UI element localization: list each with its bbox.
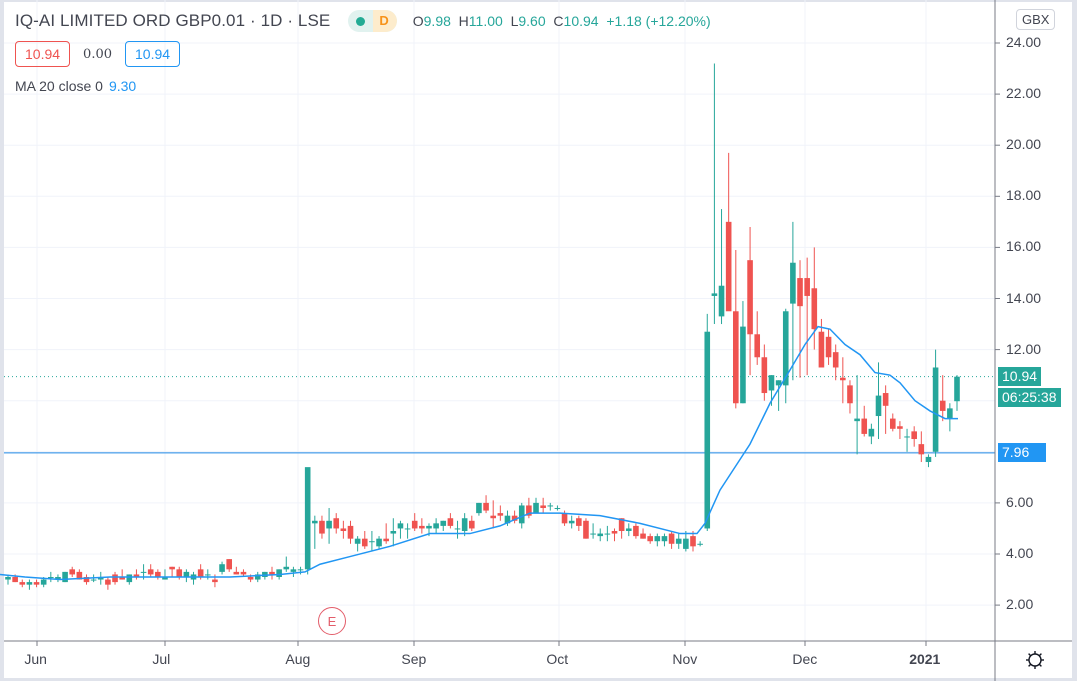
time-tick-label: Sep: [401, 651, 427, 667]
ma20-line[interactable]: [0, 325, 958, 581]
buy-button[interactable]: 10.94: [125, 41, 181, 67]
price-axis-ticks: [995, 42, 1000, 606]
time-tick-label: Jun: [24, 651, 47, 667]
ohlc-values: O9.98 H11.00 L9.60 C10.94 +1.18 (+12.20%…: [413, 13, 711, 29]
spread-value: 0.00: [83, 46, 112, 62]
time-tick-label: Oct: [546, 651, 569, 667]
high-label: H: [458, 13, 469, 29]
right-border: [1072, 0, 1077, 681]
open-label: O: [412, 13, 424, 29]
open-value: 9.98: [423, 13, 451, 29]
grid-lines: [4, 0, 995, 641]
price-tick-label: 24.00: [1006, 34, 1042, 50]
low-label: L: [510, 13, 519, 29]
price-tick-label: 16.00: [1006, 238, 1042, 255]
change-value: +1.18 (+12.20%): [606, 13, 711, 29]
price-tick-label: 12.00: [1006, 340, 1042, 357]
indicator-legend-ma[interactable]: MA 20 close 0 9.30: [15, 78, 711, 94]
price-tick-label: 20.00: [1006, 136, 1042, 153]
bottom-border: [0, 678, 1077, 681]
chart-legend: IQ-AI LIMITED ORD GBP0.01 · 1D · LSE D O…: [15, 9, 711, 94]
close-value: 10.94: [563, 13, 599, 29]
ma-label: MA 20 close 0: [15, 78, 103, 94]
price-tick-label: 22.00: [1006, 85, 1042, 102]
time-tick-label: Nov: [672, 651, 698, 667]
high-value: 11.00: [468, 13, 503, 29]
candlestick-series[interactable]: [5, 63, 960, 590]
settings-gear-icon[interactable]: [1024, 649, 1046, 671]
symbol-title[interactable]: IQ-AI LIMITED ORD GBP0.01 · 1D · LSE: [15, 11, 331, 30]
earnings-marker[interactable]: E: [318, 607, 346, 635]
time-axis-ticks: [36, 641, 927, 646]
last-price-badge: 10.94: [998, 366, 1042, 386]
close-label: C: [553, 13, 564, 29]
horizontal-line-price-badge: 7.96: [998, 442, 1046, 462]
market-status-pill[interactable]: D: [348, 10, 397, 32]
time-tick-label: 2021: [909, 651, 941, 667]
ma-value: 9.30: [108, 78, 137, 94]
price-tick-label: 2.00: [1006, 596, 1034, 613]
left-border: [0, 0, 4, 681]
time-tick-label: Jul: [152, 651, 171, 667]
top-border: [0, 0, 1077, 2]
price-tick-label: 6.00: [1006, 493, 1034, 510]
bar-countdown-badge: 06:25:38: [998, 387, 1061, 407]
delayed-data-badge[interactable]: D: [373, 10, 397, 32]
low-value: 9.60: [518, 13, 546, 29]
time-tick-label: Aug: [285, 651, 311, 667]
market-open-dot-icon: [356, 16, 366, 26]
currency-button[interactable]: GBX: [1016, 9, 1056, 30]
price-tick-label: 14.00: [1006, 289, 1042, 306]
price-tick-label: 18.00: [1006, 187, 1042, 204]
sell-button[interactable]: 10.94: [15, 41, 71, 67]
time-tick-label: Dec: [792, 651, 818, 667]
price-tick-label: 4.00: [1006, 545, 1034, 561]
